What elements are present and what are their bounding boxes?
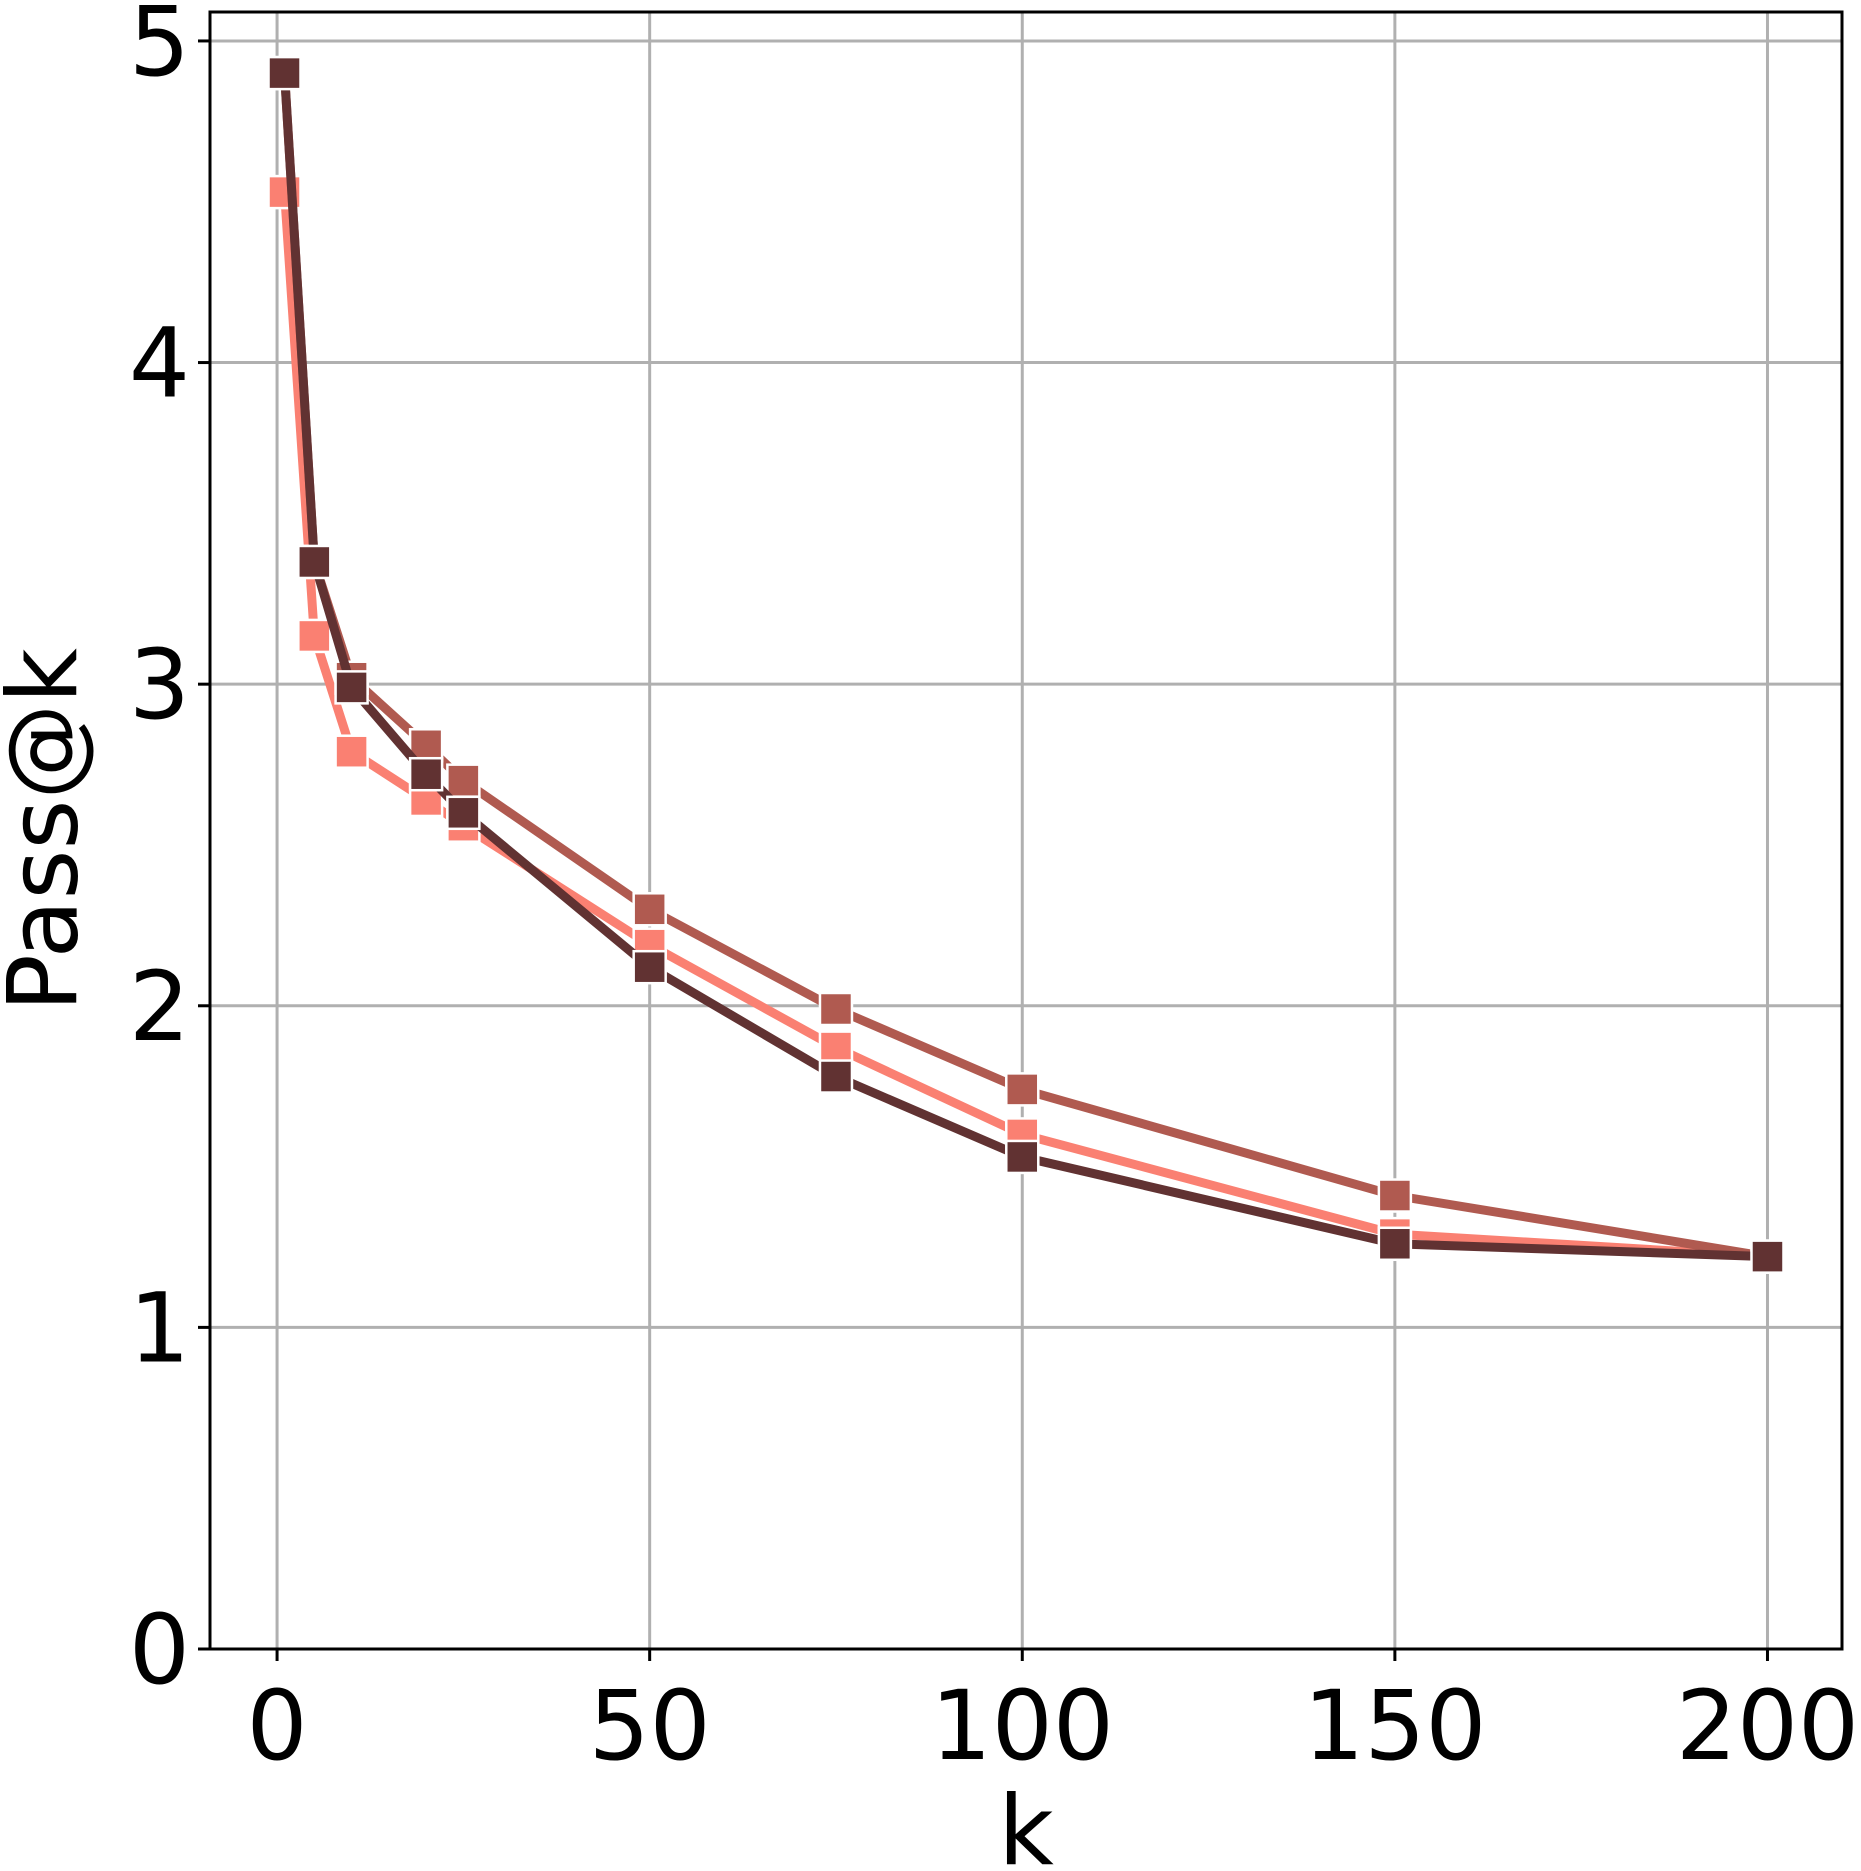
- marker: [1005, 1139, 1040, 1175]
- marker: [408, 756, 444, 792]
- x-tick-label: 50: [589, 1670, 711, 1782]
- marker: [334, 670, 369, 705]
- y-axis-label: Pass@k: [0, 648, 99, 1012]
- y-tick-label: 0: [129, 1594, 190, 1706]
- marker: [267, 55, 302, 91]
- y-tick-label: 2: [129, 951, 190, 1063]
- y-tick-label: 1: [129, 1272, 190, 1384]
- marker: [1377, 1178, 1413, 1213]
- marker: [818, 1059, 854, 1094]
- marker: [334, 734, 369, 769]
- marker: [446, 795, 481, 831]
- series-line: [280, 72, 1768, 1262]
- x-tick-label: 0: [247, 1670, 308, 1782]
- marker: [632, 892, 667, 927]
- marker: [818, 991, 854, 1027]
- x-axis-label: k: [998, 1775, 1054, 1871]
- plot-frame: [208, 10, 1844, 1651]
- marker: [446, 763, 481, 798]
- marker: [818, 1030, 854, 1065]
- marker: [1377, 1226, 1413, 1262]
- x-tick-label: 150: [1303, 1670, 1486, 1782]
- y-tick-label: 5: [129, 0, 190, 98]
- marker: [1750, 1239, 1785, 1274]
- marker: [632, 949, 667, 985]
- marker: [1005, 1072, 1040, 1107]
- y-tick-label: 4: [129, 308, 190, 420]
- marker: [297, 618, 332, 654]
- marker: [297, 544, 332, 580]
- x-tick-label: 200: [1676, 1670, 1859, 1782]
- y-tick-label: 3: [129, 629, 190, 741]
- x-tick-label: 100: [931, 1670, 1114, 1782]
